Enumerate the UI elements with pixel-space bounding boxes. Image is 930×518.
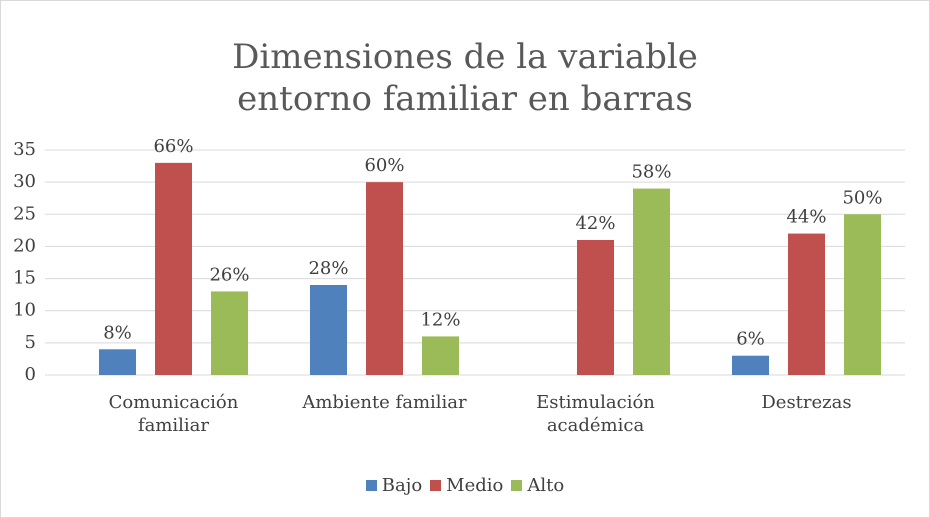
y-tick-label: 30 — [13, 171, 36, 192]
bar — [788, 233, 825, 375]
legend: Bajo Medio Alto — [0, 475, 930, 496]
data-label: 28% — [308, 258, 348, 279]
data-label: 50% — [842, 187, 882, 208]
legend-label: Medio — [446, 475, 504, 496]
legend-swatch — [430, 480, 442, 491]
data-label: 60% — [364, 155, 404, 176]
x-tick-label: Ambiente familiar — [302, 392, 467, 413]
bar — [155, 162, 192, 375]
legend-item: Medio — [430, 475, 503, 496]
data-label: 44% — [786, 207, 826, 228]
legend-swatch — [365, 480, 377, 491]
x-tick-label: Estimulación académica — [536, 392, 655, 436]
data-label: 8% — [103, 322, 132, 343]
y-tick-label: 25 — [13, 203, 36, 224]
data-label: 6% — [736, 329, 765, 350]
legend-swatch — [511, 480, 523, 491]
bar — [732, 355, 769, 375]
bar — [366, 182, 403, 375]
x-tick-label: Comunicación familiar — [108, 392, 239, 436]
x-tick-label: Destrezas — [761, 392, 852, 413]
bar — [422, 336, 459, 375]
bar — [844, 214, 881, 375]
y-tick-label: 15 — [13, 268, 36, 289]
legend-item: Alto — [511, 475, 564, 496]
chart-title: Dimensiones de la variable entorno famil… — [232, 37, 698, 119]
bar — [577, 240, 614, 375]
y-tick-label: 10 — [13, 300, 36, 321]
y-tick-label: 20 — [13, 235, 36, 256]
y-tick-label: 0 — [25, 364, 36, 385]
bar — [633, 188, 670, 375]
data-label: 58% — [631, 162, 671, 183]
bar — [211, 291, 248, 375]
legend-label: Bajo — [381, 475, 423, 496]
legend-item: Bajo — [365, 475, 423, 496]
data-label: 26% — [209, 264, 249, 285]
legend-label: Alto — [527, 475, 565, 496]
bar — [310, 285, 347, 375]
data-label: 66% — [153, 136, 193, 157]
y-tick-label: 35 — [13, 139, 36, 160]
y-tick-label: 5 — [25, 332, 36, 353]
data-label: 12% — [420, 309, 460, 330]
data-label: 42% — [575, 213, 615, 234]
bar — [99, 349, 136, 375]
